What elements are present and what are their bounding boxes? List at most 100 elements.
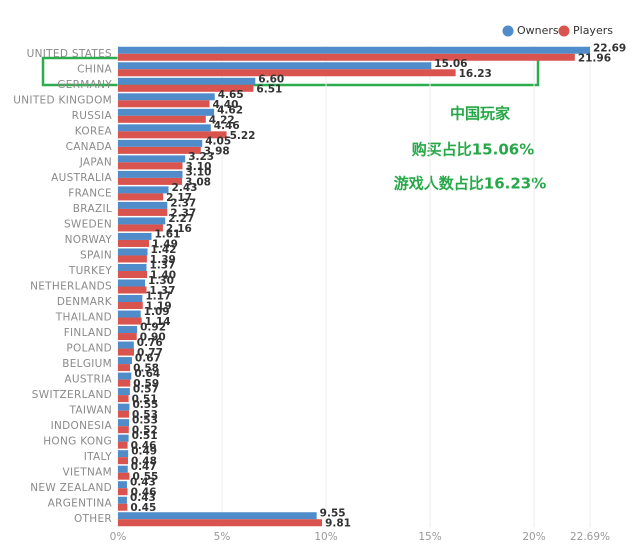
bar (118, 426, 129, 434)
y-tick-label: ITALY (84, 451, 113, 463)
bar (118, 472, 130, 480)
bar (118, 155, 186, 163)
bar (118, 239, 149, 247)
y-tick-label: FINLAND (64, 327, 112, 339)
annotation: 中国玩家 (450, 105, 510, 123)
value-label: 1.42 (151, 244, 177, 256)
y-tick-label: NORWAY (65, 234, 113, 246)
y-tick-label: GERMANY (57, 79, 112, 91)
bar (118, 232, 152, 240)
value-label: 3.08 (185, 176, 211, 188)
bar (118, 177, 183, 185)
bar (118, 131, 227, 139)
bar (118, 441, 128, 449)
y-tick-label: NEW ZEALAND (30, 482, 112, 494)
value-label: 3.23 (188, 151, 214, 163)
bar (118, 395, 129, 403)
value-label: 0.51 (132, 394, 158, 406)
value-label: 0.59 (133, 378, 159, 390)
y-tick-label: RUSSIA (72, 110, 113, 122)
bar (118, 115, 206, 123)
value-label: 1.61 (154, 228, 180, 240)
bar (118, 279, 146, 287)
bar (118, 457, 128, 465)
value-label: 0.48 (131, 456, 157, 468)
value-label: 1.19 (146, 301, 172, 313)
y-tick-label: NETHERLANDS (30, 281, 112, 293)
bar (118, 170, 183, 178)
y-tick-label: INDONESIA (51, 420, 113, 432)
y-tick-label: BELGIUM (62, 358, 112, 370)
value-label: 1.17 (145, 291, 171, 303)
value-label: 0.53 (132, 415, 158, 427)
value-label: 3.10 (185, 166, 211, 178)
value-label: 0.46 (131, 487, 157, 499)
bar (118, 108, 215, 116)
bar (118, 46, 590, 54)
legend-label: Players (573, 24, 613, 37)
bar (118, 186, 169, 194)
value-label: 22.69 (593, 42, 626, 54)
x-tick-label: 0% (110, 531, 127, 543)
value-label: 1.30 (148, 275, 174, 287)
value-label: 4.40 (213, 99, 239, 111)
value-label: 21.96 (578, 52, 611, 64)
bar (118, 519, 323, 527)
value-label: 0.67 (135, 353, 161, 365)
value-label: 4.46 (214, 120, 240, 132)
annotation: 游戏人数占比16.23% (394, 175, 546, 193)
bar (118, 77, 256, 85)
value-label: 1.37 (149, 259, 175, 271)
value-label: 4.62 (217, 104, 243, 116)
bar (118, 255, 147, 263)
bar (118, 208, 168, 216)
value-label: 0.52 (132, 425, 158, 437)
y-tick-label: SWITZERLAND (32, 389, 112, 401)
value-label: 2.17 (166, 192, 192, 204)
bar (118, 333, 137, 341)
y-tick-label: BRAZIL (73, 203, 112, 215)
bar (118, 465, 128, 473)
bar (118, 388, 130, 396)
value-label: 1.09 (144, 306, 170, 318)
bar (118, 295, 143, 303)
bar (118, 317, 142, 325)
bar (118, 364, 131, 372)
bar (118, 286, 147, 294)
bar (118, 496, 127, 504)
value-label: 0.43 (130, 492, 156, 504)
value-label: 2.37 (170, 207, 196, 219)
bar (118, 434, 129, 442)
y-tick-label: CHINA (77, 63, 112, 75)
value-label: 0.55 (132, 399, 158, 411)
value-label: 4.65 (218, 89, 244, 101)
bar (118, 162, 183, 170)
x-tick-label: 5% (214, 531, 231, 543)
value-label: 4.22 (209, 114, 235, 126)
y-tick-label: UNITED KINGDOM (13, 94, 112, 106)
value-label: 6.51 (256, 83, 282, 95)
value-label: 4.05 (205, 135, 231, 147)
value-label: 1.49 (152, 238, 178, 250)
value-label: 2.37 (170, 197, 196, 209)
y-tick-label: POLAND (66, 343, 112, 355)
value-label: 3.10 (185, 161, 211, 173)
value-label: 3.98 (204, 145, 230, 157)
value-label: 0.47 (131, 461, 157, 473)
value-label: 1.37 (149, 285, 175, 297)
y-tick-label: HONG KONG (43, 436, 112, 448)
value-label: 1.39 (150, 254, 176, 266)
bar (118, 326, 138, 334)
value-label: 9.81 (325, 518, 351, 530)
bar (118, 379, 131, 387)
y-tick-label: SPAIN (80, 249, 112, 261)
bar (118, 410, 130, 418)
y-tick-label: SWEDEN (64, 218, 112, 230)
bar (118, 69, 456, 77)
y-tick-label: VIETNAM (62, 467, 112, 479)
bar (118, 341, 134, 349)
bar (118, 93, 215, 101)
value-label: 0.92 (140, 322, 166, 334)
bar (118, 263, 147, 271)
